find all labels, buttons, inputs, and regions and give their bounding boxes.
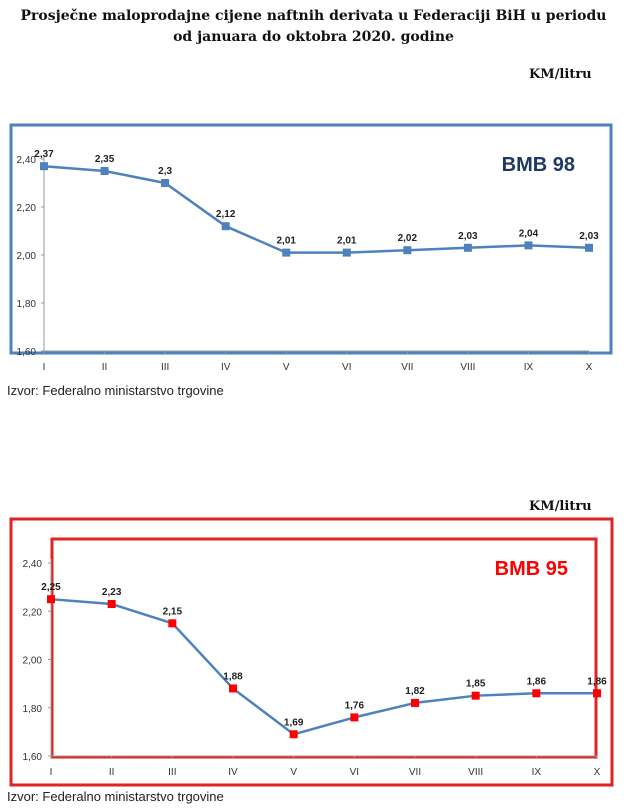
data-point [342, 248, 351, 257]
data-point [100, 167, 109, 175]
x-tick-label: II [109, 767, 115, 778]
data-label: 2,35 [95, 154, 115, 165]
data-point [47, 595, 55, 604]
data-label: 1,85 [466, 679, 486, 690]
data-point [229, 684, 237, 693]
data-label: 2,03 [579, 231, 599, 242]
x-tick-label: VII [401, 362, 413, 373]
page-title: Prosječne maloprodajne cijene naftnih de… [0, 6, 627, 48]
data-point [161, 179, 170, 187]
data-label: 2,37 [34, 149, 54, 160]
unit-label-chart-1: KM/litru [529, 67, 592, 82]
x-tick-label: I [43, 362, 46, 373]
unit-label-chart-2: KM/litru [529, 499, 592, 514]
data-label: 2,01 [276, 236, 296, 247]
data-point [471, 691, 480, 700]
data-label: 2,04 [519, 228, 539, 239]
x-tick-label: V [290, 767, 297, 778]
chart-1: 1,601,802,002,202,40I II III IV V VI VII VIII IX… [9, 123, 613, 373]
y-tick-label: 1,80 [17, 299, 37, 310]
data-label: 1,86 [587, 676, 607, 687]
data-point [107, 600, 116, 609]
y-tick-label: 2,20 [17, 203, 37, 214]
data-point [221, 222, 230, 231]
chart-1-frame-1 [9, 123, 613, 355]
data-label: 1,82 [405, 686, 425, 697]
x-tick-label: X [586, 362, 593, 373]
y-tick-label: 2,40 [23, 559, 43, 570]
data-label: 2,02 [398, 233, 418, 244]
x-tick-label: IX [532, 767, 542, 778]
data-point [524, 241, 533, 250]
y-tick-label: 1,60 [17, 347, 37, 358]
x-tick-label: III [161, 362, 169, 373]
x-tick-label: IX [524, 362, 534, 373]
series-line [43, 164, 590, 254]
data-point [168, 619, 177, 628]
x-tick-label: VI [350, 767, 359, 778]
y-tick-label: 2,20 [23, 607, 43, 618]
data-point [463, 243, 472, 252]
data-label: 2,01 [337, 236, 357, 247]
x-tick-label: VI [342, 362, 351, 373]
data-label: 1,86 [527, 676, 547, 687]
chart-title: BMB 95 [495, 558, 568, 580]
x-tick-label: II [102, 362, 108, 373]
data-label: 1,69 [284, 717, 304, 728]
title-line-1: Prosječne maloprodajne cijene naftnih de… [20, 8, 607, 24]
data-point [403, 246, 412, 255]
data-label: 2,25 [41, 582, 61, 593]
x-tick-label: VII [409, 767, 421, 778]
data-label: 1,88 [223, 671, 243, 682]
source-note-chart-2: Izvor: Federalno ministarstvo trgovine [7, 789, 224, 804]
x-tick-label: I [50, 767, 53, 778]
x-tick-label: VIII [468, 767, 483, 778]
data-label: 2,23 [102, 587, 122, 598]
data-point [282, 248, 291, 257]
data-point [411, 698, 419, 707]
chart-2-frame-2 [50, 537, 598, 759]
data-point [40, 162, 48, 171]
x-tick-label: X [594, 767, 601, 778]
data-point [593, 689, 601, 698]
chart-2-frame-1 [9, 517, 614, 787]
x-tick-label: IV [228, 767, 238, 778]
x-tick-label: VIII [460, 362, 475, 373]
y-tick-label: 1,80 [23, 704, 43, 715]
source-note-chart-1: Izvor: Federalno ministarstvo trgovine [7, 383, 224, 398]
data-label: 2,03 [458, 231, 478, 242]
chart-title: BMB 98 [502, 154, 575, 176]
data-label: 1,76 [345, 700, 365, 711]
data-label: 2,12 [216, 209, 236, 220]
chart-2: 1,601,802,002,202,40I II III IV V VI VII VIII IX… [9, 517, 614, 787]
y-tick-label: 2,00 [23, 656, 43, 667]
series-line [50, 597, 597, 736]
x-tick-label: V [283, 362, 290, 373]
data-point [289, 730, 298, 739]
title-line-2: od januara do oktobra 2020. godine [173, 29, 454, 45]
x-tick-label: IV [221, 362, 231, 373]
data-label: 2,3 [158, 166, 172, 177]
data-point [532, 689, 541, 698]
data-point [585, 243, 593, 252]
data-point [350, 713, 359, 722]
y-tick-label: 2,00 [17, 251, 37, 262]
data-label: 2,15 [163, 606, 183, 617]
x-tick-label: III [168, 767, 176, 778]
y-tick-label: 1,60 [23, 752, 43, 763]
y-tick-label: 2,40 [17, 155, 37, 166]
